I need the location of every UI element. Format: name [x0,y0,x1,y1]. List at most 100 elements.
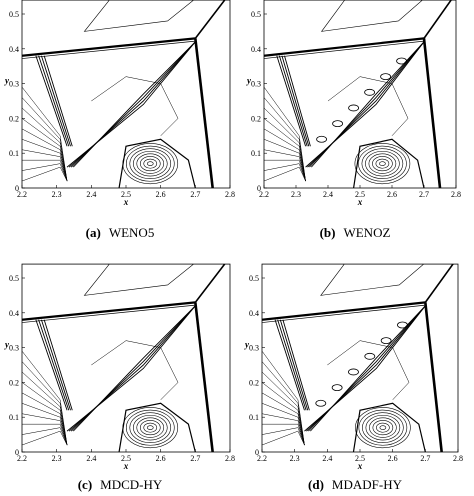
contour [264,159,306,182]
vortex-contour [146,425,154,430]
y-label: y [4,76,10,86]
y-tick-label: 0.4 [9,309,19,318]
vortex-contour [129,412,172,443]
contour [22,430,68,446]
contour [276,55,307,147]
contour [83,0,195,32]
reflected-shock [194,0,226,39]
instability [364,88,376,96]
contour [264,97,306,182]
contour [262,350,305,446]
x-label: x [123,461,129,471]
contour [43,55,73,147]
instability [396,57,408,65]
contour [264,149,306,182]
x-tick-label: 2.4 [86,190,96,199]
contour [327,76,409,136]
contour [118,138,196,188]
instability [364,352,376,360]
vortex-contour [379,161,386,166]
vortex-contour [129,148,172,179]
contour [262,430,305,446]
x-label: x [357,461,363,471]
vortex-contour [136,153,165,174]
x-tick-label: 2.6 [156,190,166,199]
frame [21,0,231,189]
y-tick-label: 0.1 [249,413,259,422]
instability [316,135,328,143]
contour [91,76,179,136]
y-label: y [4,340,10,350]
y-tick-label: 0.4 [249,309,259,318]
x-tick-label: 2.7 [190,454,200,463]
instability [380,73,392,81]
x-tick-label: 2.8 [225,454,235,463]
contour [262,413,305,446]
vortex-contour [122,143,179,185]
y-tick-label: 0.3 [251,80,261,89]
contour [262,361,305,446]
incident-shock [22,304,196,323]
contour [22,361,68,446]
vortex-contour [372,420,394,436]
x-tick-label: 2.3 [52,454,62,463]
incident-shock [262,301,426,321]
instability [397,321,408,329]
vortex-contour [139,156,161,172]
slip-line [311,41,425,168]
contour [264,107,306,182]
y-tick-label: 0.2 [9,114,19,123]
caption: (d) MDADF-HY [308,477,403,492]
x-tick-label: 2.5 [355,190,365,199]
caption-text: MDCD-HY [100,477,163,492]
y-label: y [244,340,250,350]
mach-stem [194,38,214,188]
y-tick-label: 0.3 [249,344,259,353]
caption: (a) WENO5 [86,225,155,240]
vortex-contour [358,145,407,182]
contour [35,55,68,147]
vortex-contour [122,407,179,449]
y-tick-label: 0.3 [9,344,19,353]
y-tick-label: 0.1 [9,413,19,422]
contour [274,319,305,411]
x-tick-label: 2.3 [52,190,62,199]
contour [262,371,305,446]
caption-text: WENOZ [343,225,390,240]
contour [262,427,305,446]
contour [83,264,195,296]
mach-stem [194,302,214,452]
reflected-shock [194,264,226,303]
y-tick-label: 0.4 [9,45,19,54]
plot [22,264,226,452]
x-tick-label: 2.4 [323,190,333,199]
x-tick-label: 2.8 [451,190,461,199]
vortex-contour [369,417,397,438]
instability [380,337,392,345]
vortex-contour [375,158,390,169]
contour [22,97,68,182]
contour [22,107,68,182]
x-tick-label: 2.4 [86,454,96,463]
caption-tag: (a) [86,225,101,240]
contour [264,163,306,182]
y-tick-label: 0.3 [9,80,19,89]
frame [261,263,459,453]
x-tick-label: 2.2 [259,190,269,199]
x-tick-label: 2.4 [322,454,332,463]
vortex-contour [368,153,397,174]
contour [22,403,68,446]
incident-shock [22,301,196,321]
incident-shock [22,40,196,59]
vortex-contour [132,414,168,441]
caption-tag: (b) [320,225,336,240]
plot [264,0,453,188]
incident-shock [264,40,425,59]
contour [262,423,305,446]
vortex-contour [361,148,404,179]
x-tick-label: 2.2 [17,454,27,463]
vortex-contour [365,150,400,177]
x-tick-label: 2.3 [291,190,301,199]
mach-stem [422,38,442,188]
